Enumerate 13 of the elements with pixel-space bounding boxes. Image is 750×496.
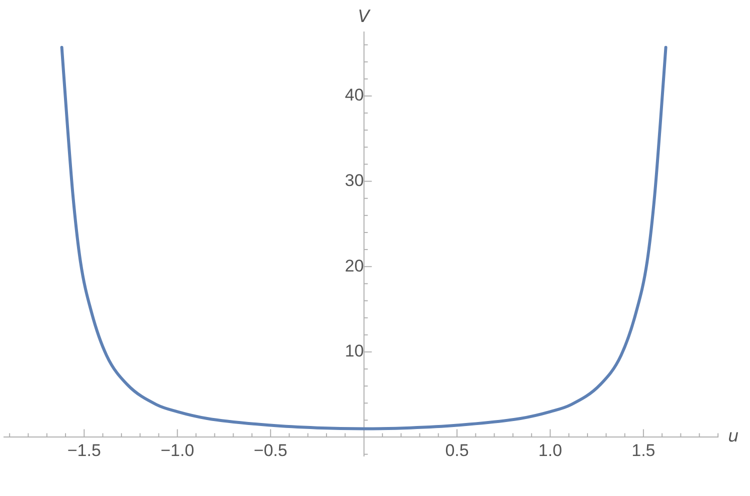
y-axis-title: V — [358, 6, 371, 27]
y-tick-label: 20 — [344, 256, 364, 276]
x-axis-title: u — [728, 426, 739, 447]
x-tick-label: 1.0 — [538, 441, 562, 460]
y-tick-label: 10 — [344, 342, 364, 361]
x-tick-label: 1.5 — [632, 441, 656, 460]
x-tick-label: −1.5 — [67, 441, 101, 460]
x-tick-label: −1.0 — [160, 441, 194, 460]
y-tick-label: 40 — [344, 86, 364, 105]
y-tick-label: 30 — [344, 170, 364, 190]
x-tick-label: −0.5 — [254, 441, 288, 460]
line-series — [60, 46, 668, 430]
x-tick-label: 0.5 — [445, 441, 469, 460]
